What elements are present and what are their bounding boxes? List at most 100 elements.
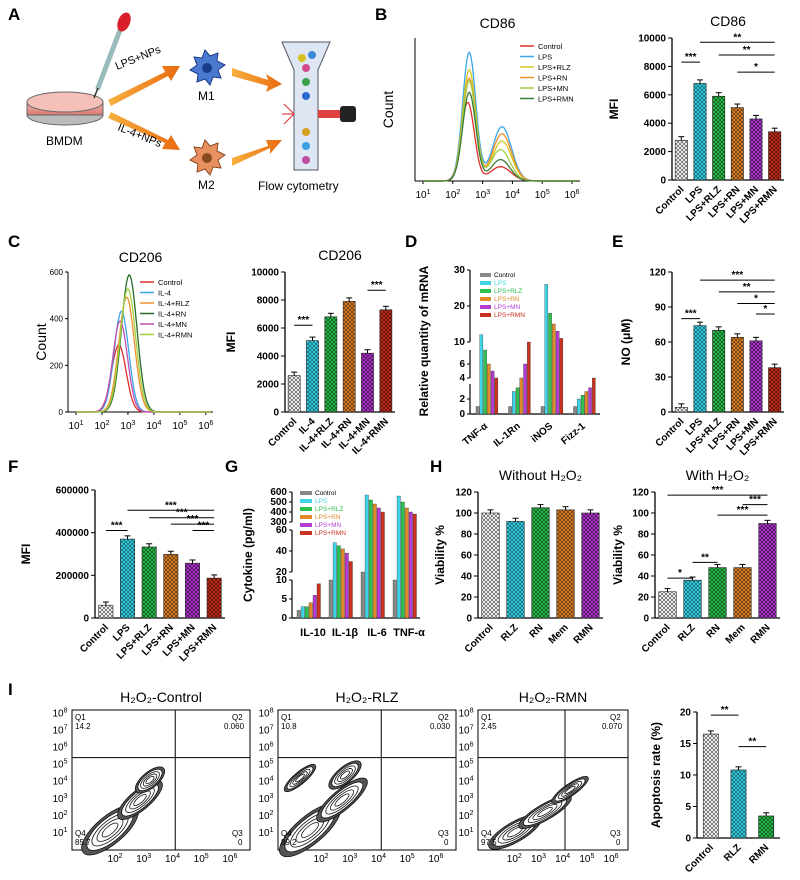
quadrant-q4-label: Q4 [281,829,292,838]
quadrant-q1-label: Q1 [75,713,86,722]
panel-i-letter: I [8,680,13,699]
bar [712,330,726,413]
quadrant-q4-value: 97.5 [481,838,497,847]
bar [749,340,763,413]
bar [296,610,301,619]
x-tick-label: 106 [428,853,443,865]
x-tick-label: IL-6 [367,627,387,639]
legend-swatch [480,313,491,317]
m1-label: M1 [198,89,215,103]
y-tick-label: 0 [59,408,64,417]
arrow-to-m2 [108,112,180,150]
legend-label: Control [538,42,563,51]
chart-title: CD86 [710,13,746,29]
m2-label: M2 [198,178,215,192]
bar [556,509,575,619]
bar [300,606,305,619]
panel-g-letter: G [225,457,238,476]
y-tick-label: 106 [52,742,67,754]
bar [768,131,782,181]
y-tick-label: 80 [461,530,473,541]
y-tick-label: 120 [455,488,472,499]
bar [733,567,752,619]
x-tick-label: 102 [314,853,329,865]
bar [379,309,393,413]
x-tick-label: 106 [198,420,213,432]
flow-plot-title: H₂O₂-RLZ [336,689,399,705]
x-tick-label: 101 [68,420,83,432]
bar [730,769,747,839]
bar [581,512,600,619]
bar [490,370,495,415]
y-axis-label: MFI [19,544,33,565]
x-tick-label: 105 [172,420,187,432]
bar [544,284,549,415]
bar [376,507,381,619]
bar [512,391,516,415]
legend-swatch [300,507,312,511]
significance-label: *** [731,270,743,281]
legend-swatch [480,281,491,285]
y-axis-label: Count [380,91,396,128]
y-tick-label: 90 [655,303,667,314]
x-tick-label: TNF-α [393,627,425,639]
significance-label: ** [721,705,729,716]
bar [392,579,397,619]
significance-label: *** [737,505,749,516]
legend-label: LPS+RMN [538,94,574,103]
quadrant-q2-label: Q2 [610,713,621,722]
legend-label: LPS+RLZ [538,63,571,72]
panel-d-letter: D [405,232,417,251]
bar [340,548,345,619]
y-tick-label: 0 [660,176,666,187]
x-tick-label: RMN [572,622,596,646]
contour-ring [101,822,119,838]
significance-label: * [754,62,758,73]
y-tick-label: 2 [459,394,465,405]
y-tick-label: 200 [50,361,64,370]
flow-cytometry-label: Flow cytometry [258,179,339,193]
y-tick-label: 101 [258,827,273,839]
bar [683,579,702,619]
y-tick-label: 500 [270,497,287,508]
quadrant-q3-value: 0 [616,838,621,847]
y-tick-label: 40 [638,572,650,583]
quadrant-q1-label: Q1 [481,713,492,722]
x-tick-label: RN [528,622,546,640]
bar [380,511,385,619]
quadrant-q4-value: 89.2 [281,838,297,847]
legend-swatch [480,305,491,309]
y-tick-label: 15 [680,739,692,750]
histogram-line [423,91,578,182]
bar [481,512,500,619]
significance-label: *** [712,485,724,496]
panel-e-letter: E [612,232,623,251]
bar [540,406,545,415]
bar [693,83,707,181]
bar [506,521,525,619]
quadrant-q2-label: Q2 [232,713,243,722]
contour-ring [340,770,350,780]
x-tick-label: RMN [749,622,773,646]
x-tick-label: 104 [165,853,180,865]
bar [120,538,135,619]
bar [304,606,309,619]
panel-a-schematic: A BMDM LPS+NPs IL-4+NPs M1 M2 [8,5,356,193]
bar [708,567,727,619]
arrow-m1-to-cytometer [232,68,282,92]
bar [404,507,409,619]
bar [508,406,512,415]
legend-label: LPS [315,498,328,505]
x-tick-label: 106 [565,189,580,201]
m1-cell-icon [189,49,226,86]
y-tick-label: 10000 [638,34,666,45]
significance-label: *** [187,514,199,525]
y-tick-label: 10 [276,575,288,586]
bar [412,513,417,619]
cd206-bar-chart: 0200040006000800010000MFICD206ControlIL-… [224,247,395,457]
significance-label: *** [371,280,383,291]
bar [163,554,179,619]
significance-label: *** [165,500,177,511]
